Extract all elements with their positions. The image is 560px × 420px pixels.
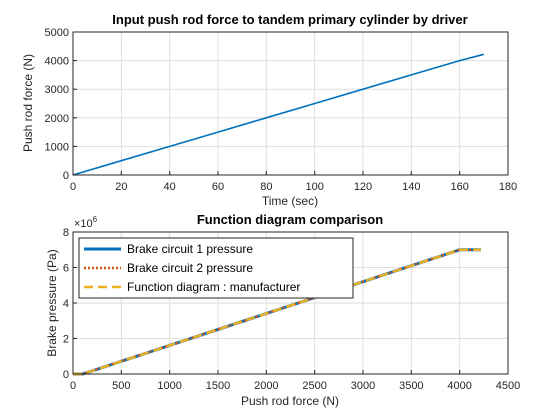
x-tick-label: 160 [450,181,468,193]
legend: Brake circuit 1 pressure Brake circuit 2 … [78,237,354,299]
y-tick-label: 5000 [45,27,69,39]
bottom-y-axis-label: Brake pressure (Pa) [45,249,59,356]
x-tick-label: 3500 [399,380,423,392]
y-tick-label: 2000 [45,113,69,125]
x-tick-label: 1500 [206,380,230,392]
legend-label-3: Function diagram : manufacturer [127,280,300,294]
y-tick-label: 0 [63,170,69,182]
x-tick-label: 2000 [254,380,278,392]
y-exponent-base: ×10 [74,218,93,230]
y-exponent-label: ×106 [74,215,98,230]
y-tick-label: 0 [63,369,69,381]
x-tick-label: 1000 [157,380,181,392]
y-tick-label: 4 [63,298,69,310]
y-tick-label: 3000 [45,84,69,96]
top-x-axis-label: Time (sec) [262,194,318,208]
x-tick-label: 20 [115,181,127,193]
y-tick-label: 6 [63,263,69,275]
y-tick-label: 4000 [45,56,69,68]
y-tick-label: 2 [63,334,69,346]
y-exponent-power: 6 [93,215,98,224]
x-tick-label: 40 [164,181,176,193]
top-chart: 0 20 40 60 80 100 120 140 160 180 0 1000 2000 3000 400… [21,12,517,208]
x-tick-label: 4500 [496,380,520,392]
x-tick-label: 3000 [351,380,375,392]
x-tick-label: 0 [70,380,76,392]
top-plot-area [73,32,508,175]
x-tick-label: 80 [260,181,272,193]
legend-box [78,237,354,299]
y-tick-label: 1000 [45,141,69,153]
x-tick-label: 2500 [302,380,326,392]
top-axes-box [72,31,509,176]
top-chart-title: Input push rod force to tandem primary c… [112,12,467,27]
x-tick-label: 120 [354,181,372,193]
bottom-x-axis-label: Push rod force (N) [241,394,339,408]
x-tick-label: 180 [499,181,517,193]
x-tick-label: 0 [70,181,76,193]
bottom-chart-title: Function diagram comparison [197,212,383,227]
top-y-axis-label: Push rod force (N) [21,54,35,152]
x-tick-label: 500 [112,380,130,392]
y-tick-label: 8 [63,227,69,239]
x-tick-label: 60 [212,181,224,193]
legend-label-1: Brake circuit 1 pressure [127,242,253,256]
x-tick-label: 100 [305,181,323,193]
bottom-chart: 0 500 1000 1500 2000 2500 3000 3500 4000 4500 0 2 4 6… [45,212,520,408]
x-tick-label: 140 [402,181,420,193]
series-line-1 [72,53,485,176]
x-tick-label: 4000 [447,380,471,392]
legend-label-2: Brake circuit 2 pressure [127,261,253,275]
